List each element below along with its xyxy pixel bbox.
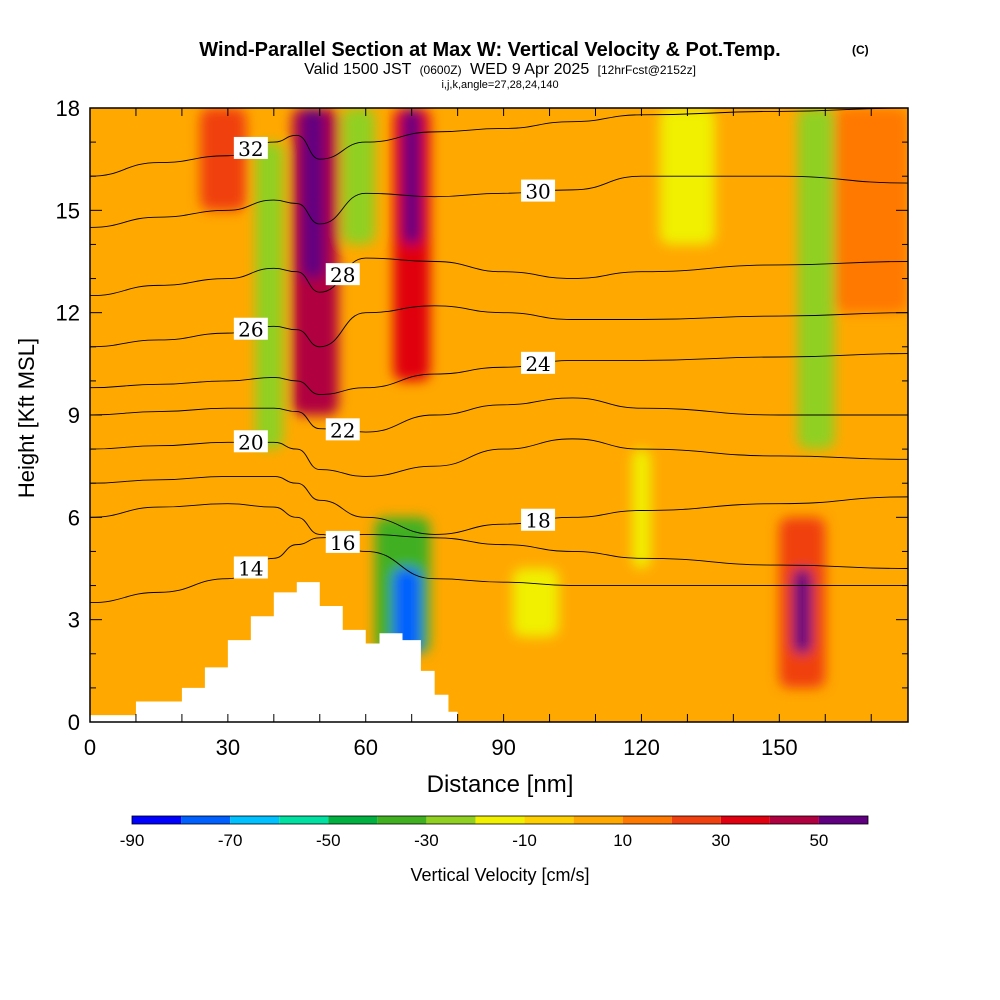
- updraft-left-top: [200, 108, 247, 211]
- y-tick-label: 0: [68, 710, 80, 735]
- downdraft-lee-core: [393, 568, 421, 654]
- x-tick-label: 0: [84, 735, 96, 760]
- colorbar-tick-label: -30: [414, 831, 439, 850]
- grid-info: i,j,k,angle=27,28,24,140: [441, 79, 558, 91]
- theta-contour-24: [90, 353, 908, 395]
- valid-date: WED 9 Apr 2025: [470, 61, 589, 78]
- contour-label: 24: [521, 351, 556, 376]
- contour-labels: 14 16 18 20 22 24 26 28 30 32: [233, 136, 556, 581]
- svg-text:18: 18: [525, 509, 550, 533]
- downdraft-mid-band: [342, 108, 375, 245]
- colorbar-swatch: [377, 816, 427, 824]
- colorbar-swatch: [720, 816, 770, 824]
- updraft-column-1-core: [301, 108, 325, 279]
- colorbar-swatch: [622, 816, 672, 824]
- x-tick-label: 30: [216, 735, 240, 760]
- plot-area: [90, 108, 908, 722]
- contour-label: 18: [521, 508, 556, 533]
- colorbar-label: Vertical Velocity [cm/s]: [410, 865, 589, 885]
- theta-contour-20: [90, 438, 908, 477]
- contour-label: 32: [233, 136, 268, 161]
- y-tick-label: 6: [68, 505, 80, 530]
- svg-text:26: 26: [238, 318, 263, 342]
- y-tick-label: 12: [56, 301, 80, 326]
- y-tick-label: 9: [68, 403, 80, 428]
- y-axis-label: Height [Kft MSL]: [14, 338, 39, 498]
- theta-contours: [90, 108, 908, 604]
- colorbar-swatch: [328, 816, 378, 824]
- updraft-column-2-core: [402, 108, 421, 245]
- forecast-info: [12hrFcst@2152z]: [598, 63, 696, 77]
- theta-contour-32: [90, 108, 908, 177]
- svg-text:22: 22: [330, 418, 355, 442]
- y-axis: 0 3 6 9 12 15 18: [56, 96, 908, 735]
- x-tick-label: 90: [491, 735, 515, 760]
- svg-text:24: 24: [525, 352, 550, 376]
- colorbar: -90 -70 -50 -30 -10 10 30 50: [120, 815, 869, 850]
- chart-subtitle: Valid 1500 JST (0600Z) WED 9 Apr 2025 [1…: [304, 61, 696, 78]
- colorbar-swatch: [181, 816, 231, 824]
- valid-prefix: Valid 1500 JST: [304, 61, 412, 78]
- y-tick-label: 3: [68, 608, 80, 633]
- terrain: [90, 582, 458, 722]
- colorbar-tick-label: 50: [809, 831, 828, 850]
- downdraft-low-right: [512, 568, 559, 637]
- downdraft-right-column: [797, 108, 835, 450]
- utc-time: (0600Z): [420, 63, 462, 77]
- contour-label: 30: [521, 179, 556, 204]
- colorbar-tick-label: -50: [316, 831, 341, 850]
- colorbar-swatch: [230, 816, 280, 824]
- theta-contour-30: [90, 175, 908, 228]
- contour-label: 20: [233, 430, 268, 454]
- colorbar-swatch: [769, 816, 819, 824]
- svg-text:32: 32: [238, 137, 263, 161]
- colorbar-swatch: [573, 816, 623, 824]
- svg-text:14: 14: [238, 557, 263, 581]
- colorbar-tick-label: 10: [613, 831, 632, 850]
- y-tick-label: 15: [56, 198, 80, 223]
- svg-text:20: 20: [238, 430, 263, 454]
- updraft-surface-right-core: [793, 568, 812, 654]
- colorbar-swatch: [524, 816, 574, 824]
- svg-text:16: 16: [330, 531, 355, 555]
- x-tick-label: 120: [623, 735, 660, 760]
- copyright-mark: (C): [852, 43, 869, 57]
- theta-contour-18: [90, 475, 908, 535]
- y-tick-label: 18: [56, 96, 80, 121]
- colorbar-tick-label: -10: [512, 831, 537, 850]
- x-tick-label: 60: [353, 735, 377, 760]
- svg-text:30: 30: [525, 180, 550, 204]
- theta-contour-22: [90, 397, 908, 433]
- contour-label: 28: [325, 263, 360, 287]
- colorbar-tick-label: 30: [711, 831, 730, 850]
- x-tick-label: 150: [761, 735, 798, 760]
- title-block: Wind-Parallel Section at Max W: Vertical…: [199, 39, 868, 91]
- theta-contour-28: [90, 257, 908, 297]
- colorbar-swatch: [475, 816, 525, 824]
- chart-title: Wind-Parallel Section at Max W: Vertical…: [199, 39, 780, 61]
- contour-label: 22: [325, 418, 360, 442]
- colorbar-swatch: [671, 816, 721, 824]
- x-axis: 0 30 60 90 120 150: [84, 108, 872, 760]
- svg-text:28: 28: [330, 263, 355, 287]
- colorbar-swatch: [132, 816, 182, 824]
- x-axis-label: Distance [nm]: [427, 771, 574, 798]
- theta-contour-14: [90, 533, 908, 604]
- theta-contour-16: [90, 503, 908, 587]
- colorbar-swatch: [818, 816, 868, 824]
- downdraft-left-column: [255, 142, 284, 450]
- colorbar-swatch: [426, 816, 476, 824]
- colorbar-swatch: [279, 816, 329, 824]
- downdraft-right-strip: [632, 449, 651, 569]
- contour-label: 26: [233, 317, 268, 342]
- colorbar-tick-label: -70: [218, 831, 243, 850]
- contour-label: 16: [325, 530, 360, 555]
- theta-contour-26: [90, 305, 908, 348]
- contour-label: 14: [233, 556, 268, 581]
- colorbar-tick-label: -90: [120, 831, 145, 850]
